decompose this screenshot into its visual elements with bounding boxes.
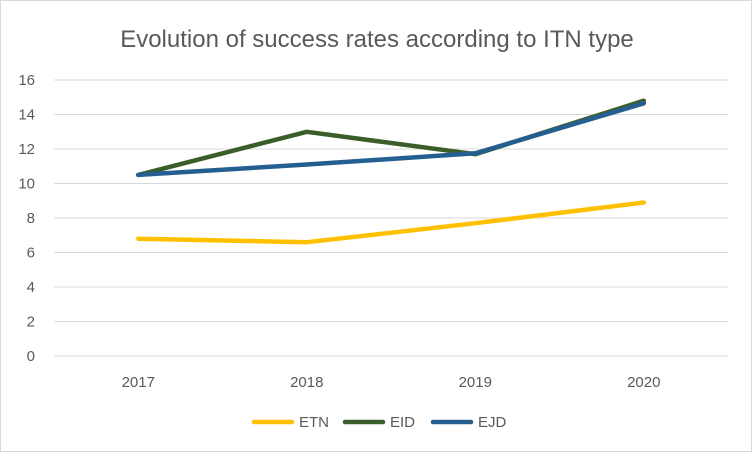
series-lines — [136, 98, 647, 245]
legend-label-eid: EID — [390, 414, 415, 431]
x-tick-label: 2020 — [627, 374, 660, 391]
y-tick-label: 4 — [27, 279, 35, 296]
chart-title: Evolution of success rates according to … — [120, 26, 634, 53]
y-tick-label: 8 — [27, 210, 35, 227]
y-tick-label: 14 — [18, 107, 35, 124]
series-line-etn — [136, 200, 647, 245]
gridlines — [54, 79, 728, 357]
y-tick-label: 2 — [27, 314, 35, 331]
legend-label-ejd: EJD — [478, 414, 507, 431]
y-tick-label: 0 — [27, 348, 35, 365]
y-tick-label: 6 — [27, 245, 35, 262]
legend-label-etn: ETN — [299, 414, 329, 431]
y-axis-ticks: 0 2 4 6 8 10 12 14 16 — [18, 72, 35, 365]
y-tick-label: 16 — [18, 72, 35, 89]
x-tick-label: 2018 — [290, 374, 323, 391]
x-tick-label: 2017 — [122, 374, 155, 391]
series-line-ejd — [136, 101, 647, 178]
x-axis-ticks: 2017 2018 2019 2020 — [122, 374, 661, 391]
x-tick-label: 2019 — [459, 374, 492, 391]
series-line-eid — [136, 98, 647, 178]
legend: ETN EID EJD — [251, 414, 507, 431]
y-tick-label: 12 — [18, 141, 35, 158]
y-tick-label: 10 — [18, 176, 35, 193]
